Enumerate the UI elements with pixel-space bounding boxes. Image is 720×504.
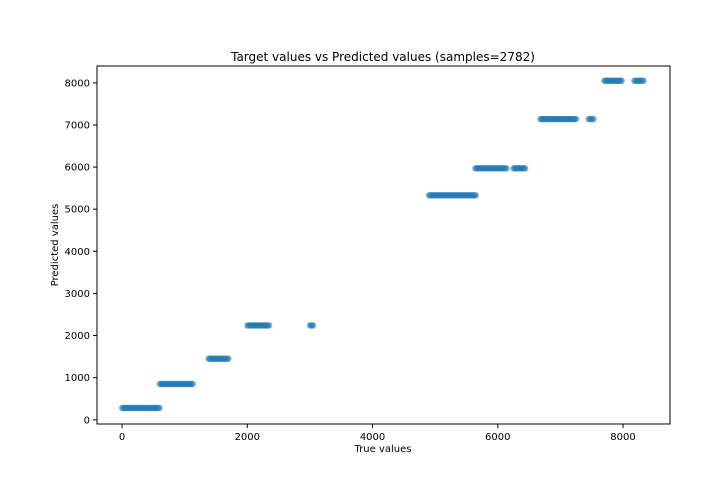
y-tick-label: 0 xyxy=(84,415,90,426)
y-tick-label: 3000 xyxy=(65,289,90,300)
data-point xyxy=(522,165,529,172)
y-tick-label: 8000 xyxy=(65,78,90,89)
x-tick-label: 8000 xyxy=(610,432,635,443)
data-point xyxy=(590,115,597,123)
y-axis: 0 1000 2000 3000 4000 5000 6000 7000 8000 xyxy=(65,78,97,426)
y-tick-label: 7000 xyxy=(65,120,90,131)
data-point xyxy=(266,322,273,329)
y-tick-label: 6000 xyxy=(65,163,90,174)
data-point xyxy=(472,192,480,199)
data-point xyxy=(618,77,625,84)
x-tick-label: 0 xyxy=(119,432,125,443)
y-tick-label: 4000 xyxy=(65,247,90,258)
plot-frame xyxy=(96,65,671,425)
data-point xyxy=(156,404,163,412)
data-point xyxy=(572,115,580,123)
data-point xyxy=(503,165,510,172)
x-axis-label: True values xyxy=(354,444,412,455)
x-axis: 0 2000 4000 6000 8000 xyxy=(119,424,636,443)
data-point xyxy=(309,322,317,329)
y-axis-label: Predicted values xyxy=(50,204,61,287)
x-tick-label: 2000 xyxy=(235,432,260,443)
chart-title: Target values vs Predicted values (sampl… xyxy=(230,50,535,64)
y-tick-label: 5000 xyxy=(65,205,90,216)
points-layer xyxy=(118,77,647,412)
data-point xyxy=(225,355,232,362)
data-point xyxy=(189,380,197,388)
x-tick-label: 6000 xyxy=(485,432,510,443)
data-point xyxy=(640,77,647,84)
x-tick-label: 4000 xyxy=(360,432,385,443)
y-tick-label: 2000 xyxy=(65,331,90,342)
y-tick-label: 1000 xyxy=(65,373,90,384)
